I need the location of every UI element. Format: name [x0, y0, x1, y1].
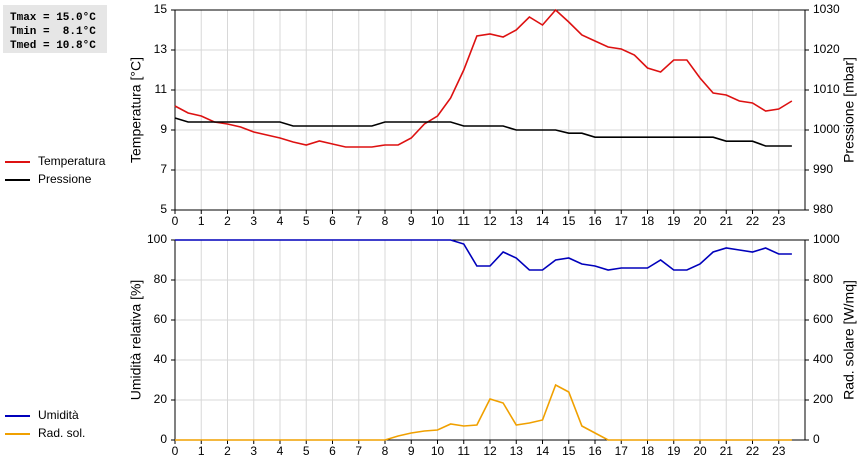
x-tick-label: 18: [641, 444, 655, 458]
x-tick-label: 20: [693, 214, 707, 228]
x-tick-label: 3: [250, 444, 257, 458]
x-tick-label: 21: [720, 444, 734, 458]
y-axis-label: Umidità relativa [%]: [128, 280, 144, 401]
y2-tick-label: 1030: [813, 2, 840, 16]
x-tick-label: 22: [746, 444, 760, 458]
y-tick-label: 100: [147, 232, 167, 246]
x-tick-label: 9: [408, 214, 415, 228]
series-line: [174, 8, 793, 148]
x-tick-label: 19: [667, 444, 681, 458]
series-line: [174, 117, 792, 147]
y2-tick-label: 0: [813, 432, 820, 446]
x-tick-label: 17: [615, 444, 629, 458]
x-tick-label: 3: [250, 214, 257, 228]
x-tick-label: 16: [588, 214, 602, 228]
y2-tick-label: 1020: [813, 42, 840, 56]
x-tick-label: 22: [746, 214, 760, 228]
y-tick-label: 9: [160, 122, 167, 136]
x-tick-label: 6: [329, 444, 336, 458]
x-tick-label: 11: [458, 214, 471, 228]
x-tick-label: 18: [641, 214, 655, 228]
x-tick-label: 10: [431, 214, 445, 228]
y2-tick-label: 600: [813, 312, 833, 326]
x-tick-label: 4: [277, 444, 284, 458]
y2-tick-label: 1000: [813, 232, 840, 246]
x-tick-label: 5: [303, 214, 310, 228]
y-tick-label: 20: [154, 392, 168, 406]
y2-tick-label: 1010: [813, 82, 840, 96]
x-tick-label: 7: [355, 444, 362, 458]
x-tick-label: 14: [536, 444, 550, 458]
plot-frame: [174, 9, 806, 211]
x-tick-label: 17: [615, 214, 629, 228]
y2-axis-label: Rad. solare [W/mq]: [841, 280, 857, 400]
x-tick-label: 4: [277, 214, 284, 228]
y-tick-label: 11: [155, 82, 168, 96]
y2-axis-label: Pressione [mbar]: [841, 57, 857, 163]
y-tick-label: 80: [154, 272, 168, 286]
series-line: [175, 239, 792, 271]
x-tick-label: 20: [693, 444, 707, 458]
x-tick-label: 13: [510, 214, 524, 228]
x-tick-label: 1: [198, 444, 205, 458]
x-tick-label: 13: [510, 444, 524, 458]
y-axis-label: Temperatura [°C]: [128, 57, 144, 163]
y2-tick-label: 980: [813, 202, 833, 216]
stats-annotation: Tmed = 10.8°C: [10, 40, 96, 52]
x-tick-label: 12: [483, 444, 497, 458]
plot-frame: [174, 239, 806, 441]
y-tick-label: 5: [160, 202, 167, 216]
x-tick-label: 12: [483, 214, 497, 228]
y-tick-label: 60: [154, 312, 168, 326]
x-tick-label: 21: [720, 214, 734, 228]
x-tick-label: 23: [772, 214, 786, 228]
y2-tick-label: 200: [813, 392, 833, 406]
x-tick-label: 23: [772, 444, 786, 458]
y2-tick-label: 990: [813, 162, 833, 176]
stats-box: [3, 5, 107, 53]
x-tick-label: 5: [303, 444, 310, 458]
y2-tick-label: 1000: [813, 122, 840, 136]
x-tick-label: 8: [382, 444, 389, 458]
series-line: [175, 383, 792, 441]
legend-label: Temperatura: [38, 154, 106, 168]
x-tick-label: 9: [408, 444, 415, 458]
x-tick-label: 19: [667, 214, 681, 228]
y-tick-label: 0: [160, 432, 167, 446]
legend-label: Rad. sol.: [38, 426, 85, 440]
x-tick-label: 16: [588, 444, 602, 458]
y-tick-label: 7: [160, 162, 167, 176]
x-tick-label: 2: [224, 444, 231, 458]
y-tick-label: 40: [154, 352, 168, 366]
y-tick-label: 15: [154, 2, 168, 16]
x-tick-label: 11: [458, 444, 471, 458]
x-tick-label: 14: [536, 214, 550, 228]
x-tick-label: 15: [562, 214, 576, 228]
x-tick-label: 6: [329, 214, 336, 228]
x-tick-label: 8: [382, 214, 389, 228]
x-tick-label: 10: [431, 444, 445, 458]
x-tick-label: 0: [172, 214, 179, 228]
x-tick-label: 1: [198, 214, 205, 228]
y2-tick-label: 800: [813, 272, 833, 286]
x-tick-label: 0: [172, 444, 179, 458]
y2-tick-label: 400: [813, 352, 833, 366]
legend-label: Pressione: [38, 172, 92, 186]
x-tick-label: 2: [224, 214, 231, 228]
legend-label: Umidità: [38, 408, 79, 422]
y-tick-label: 13: [154, 42, 168, 56]
stats-annotation: Tmin = 8.1°C: [10, 26, 96, 38]
stats-annotation: Tmax = 15.0°C: [10, 12, 96, 24]
x-tick-label: 7: [355, 214, 362, 228]
x-tick-label: 15: [562, 444, 576, 458]
